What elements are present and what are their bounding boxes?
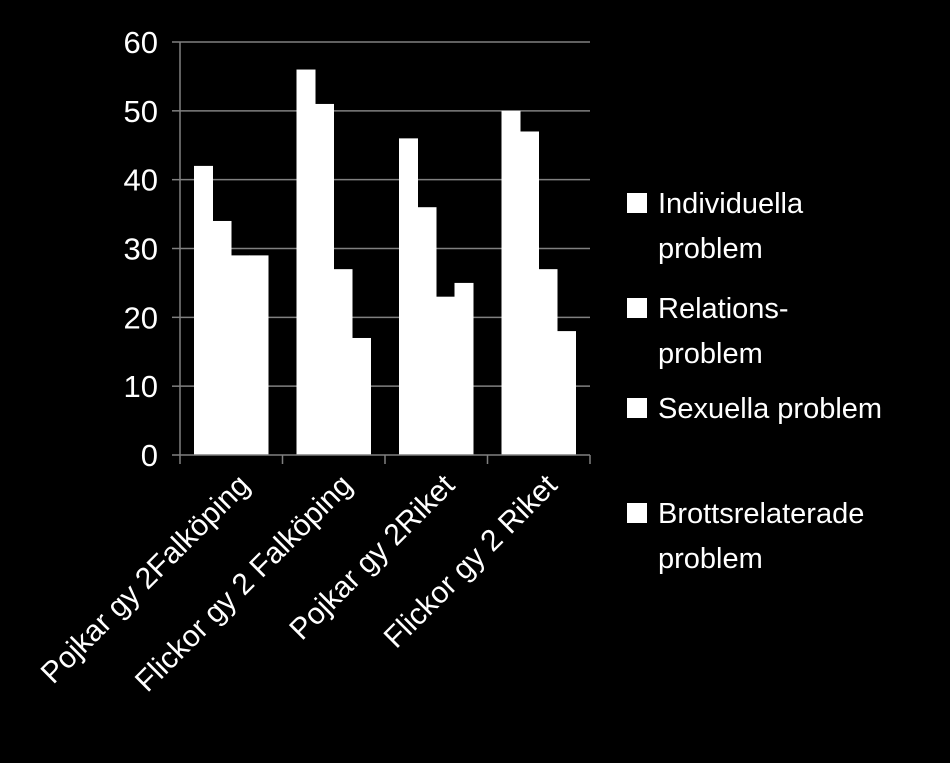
x-category-label: Pojkar gy 2Falköping [35,469,256,690]
y-tick-label: 10 [124,369,158,404]
bar [557,331,576,455]
legend-label: problem [658,338,763,370]
bar [501,110,521,455]
bars [194,69,576,456]
bar [333,269,353,455]
legend: Individuella problem Relations-problem Sexu… [627,188,882,575]
bar [194,165,213,455]
y-tick-label: 50 [124,94,158,129]
legend-label: Sexuella problem [658,393,882,425]
legend-label: Relations- [658,293,789,325]
legend-swatch [627,503,647,523]
bar [231,255,250,455]
bar [436,296,455,455]
bar [296,69,316,456]
bar [417,207,437,455]
legend-swatch [627,298,647,318]
legend-swatch [627,193,647,213]
y-tick-label: 40 [124,163,158,198]
bar [454,282,474,455]
y-tick-labels: 0 10 20 30 40 50 60 [124,25,158,473]
y-tick-label: 60 [124,25,158,60]
legend-label: Brottsrelaterade [658,498,864,530]
bar [520,131,539,455]
legend-swatch [627,398,647,418]
bar [538,269,558,455]
bar [249,255,269,455]
bar [212,220,232,455]
bar [352,337,371,455]
y-tick-label: 0 [141,438,158,473]
bar [399,138,418,455]
legend-label: problem [658,543,763,575]
axes [179,42,591,464]
legend-label: Individuella [658,188,804,220]
legend-label: problem [658,233,763,265]
bar [315,103,334,455]
y-tick-label: 30 [124,232,158,267]
y-tick-label: 20 [124,300,158,335]
x-category-label: Flickor gy 2 Riket [378,468,564,654]
